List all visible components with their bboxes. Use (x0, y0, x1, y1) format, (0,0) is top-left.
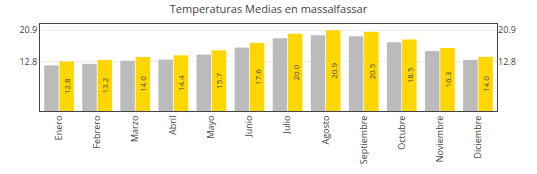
svg-text:14.0: 14.0 (480, 76, 491, 92)
svg-text:16.3: 16.3 (442, 71, 453, 87)
svg-text:Noviembre: Noviembre (433, 116, 446, 163)
svg-text:14.4: 14.4 (175, 75, 186, 91)
svg-text:20.9: 20.9 (328, 62, 339, 78)
svg-text:20.5: 20.5 (366, 63, 377, 79)
svg-text:Abril: Abril (166, 116, 179, 135)
svg-text:20.9: 20.9 (19, 23, 37, 36)
svg-text:14.0: 14.0 (137, 76, 148, 92)
svg-text:Marzo: Marzo (128, 116, 141, 142)
svg-text:Septiembre: Septiembre (357, 116, 370, 165)
svg-text:Temperaturas Medias en massalf: Temperaturas Medias en massalfassar (170, 1, 368, 16)
svg-text:13.2: 13.2 (99, 77, 110, 93)
svg-text:Febrero: Febrero (90, 116, 103, 149)
svg-text:Julio: Julio (280, 116, 293, 135)
svg-text:12.8: 12.8 (498, 55, 516, 68)
svg-text:Agosto: Agosto (319, 116, 332, 145)
svg-text:17.6: 17.6 (252, 69, 263, 85)
svg-text:20.9: 20.9 (498, 23, 516, 36)
svg-text:12.8: 12.8 (19, 55, 37, 68)
svg-text:Mayo: Mayo (204, 116, 217, 139)
svg-text:18.5: 18.5 (404, 67, 415, 83)
svg-text:Junio: Junio (242, 116, 255, 138)
svg-text:20.0: 20.0 (290, 64, 301, 80)
svg-text:Diciembre: Diciembre (471, 116, 484, 159)
svg-text:15.7: 15.7 (213, 73, 224, 89)
svg-text:Enero: Enero (52, 116, 65, 141)
svg-text:12.8: 12.8 (61, 78, 72, 94)
svg-text:Octubre: Octubre (395, 116, 408, 150)
